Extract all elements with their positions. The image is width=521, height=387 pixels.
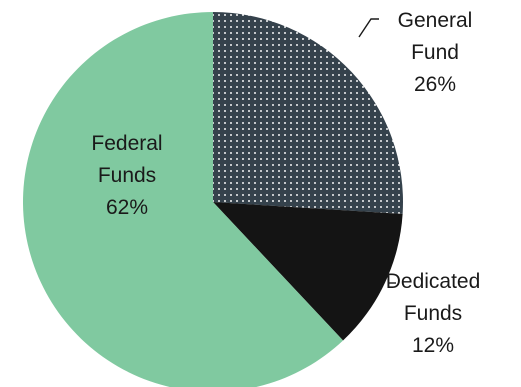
pie-slice-0 [213, 11, 404, 214]
slice-label-line: 26% [414, 73, 456, 96]
slice-label-1: Dedicated Funds 12% [386, 270, 481, 357]
slice-label-line: 62% [106, 196, 148, 219]
slice-label-2: Federal Funds 62% [91, 132, 162, 219]
slice-label-line: Funds [98, 164, 156, 187]
slice-label-line: Federal [91, 132, 162, 155]
slice-label-line: General [398, 9, 473, 32]
pie-slices [23, 11, 404, 387]
slice-label-line: Dedicated [386, 270, 481, 293]
pie-slice-1 [213, 202, 403, 341]
leader-line-0 [358, 18, 379, 38]
slice-label-0: General Fund 26% [398, 9, 473, 96]
slice-label-line: Fund [411, 41, 459, 64]
slice-label-line: 12% [412, 334, 454, 357]
pie-labels: General Fund 26% Dedicated Funds 12% Federal Fu… [91, 9, 480, 357]
pie-slice-2 [23, 12, 344, 387]
slice-label-line: Funds [404, 302, 462, 325]
